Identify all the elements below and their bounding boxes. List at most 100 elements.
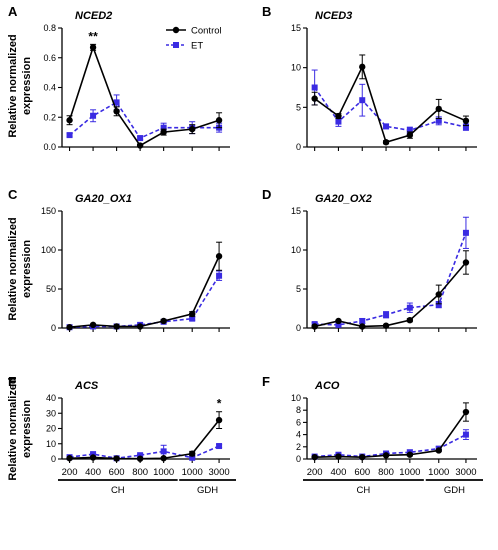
group-label-gdh: GDH — [197, 485, 218, 496]
series-line — [68, 44, 220, 147]
data-point — [383, 311, 390, 318]
y-tick-label: 10 — [291, 393, 301, 403]
legend-et-label: ET — [191, 41, 203, 52]
x-tick-label: 800 — [132, 467, 148, 478]
data-point — [462, 408, 470, 416]
y-tick-label: 6 — [296, 417, 301, 427]
data-point — [406, 127, 413, 134]
data-point — [160, 124, 167, 131]
panel-label: F — [262, 374, 270, 389]
y-tick-label: 20 — [46, 424, 56, 434]
panel-label: D — [262, 187, 271, 202]
y-tick-label: 0 — [51, 454, 56, 464]
data-point — [216, 443, 223, 450]
group-label-ch: CH — [111, 485, 125, 496]
y-tick-label: 40 — [46, 393, 56, 403]
gene-name: ACO — [314, 380, 340, 392]
data-point — [113, 108, 120, 115]
significance-mark: * — [217, 397, 222, 411]
panel-label: C — [8, 187, 18, 202]
y-axis-label-row2-line2: expression — [21, 240, 33, 298]
data-point — [335, 112, 342, 120]
y-tick-label: 8 — [296, 405, 301, 415]
data-point — [189, 315, 196, 322]
data-point — [382, 139, 390, 146]
data-point — [89, 44, 97, 51]
data-point — [435, 105, 442, 113]
group-label-gdh: GDH — [444, 485, 465, 496]
group-label-ch: CH — [357, 485, 371, 496]
series-et — [311, 69, 469, 135]
legend-control-label: Control — [191, 26, 222, 37]
y-tick-label: 4 — [296, 430, 301, 440]
y-tick-label: 0 — [296, 454, 301, 464]
data-point — [406, 304, 413, 311]
data-point — [113, 99, 120, 106]
data-point — [66, 324, 73, 331]
y-tick-label: 0.6 — [43, 53, 56, 63]
data-point — [216, 272, 223, 279]
data-point — [335, 321, 342, 328]
data-point — [462, 259, 470, 266]
data-point — [215, 416, 223, 424]
y-tick-label: 0.2 — [43, 112, 56, 122]
legend-control-marker — [172, 26, 180, 34]
data-point — [160, 455, 167, 462]
y-tick-label: 100 — [41, 245, 56, 255]
series-et — [66, 94, 223, 142]
y-tick-label: 5 — [296, 284, 301, 294]
data-point — [382, 452, 390, 459]
data-point — [311, 323, 318, 330]
x-tick-label: 1000 — [399, 467, 420, 478]
data-point — [160, 317, 167, 325]
y-tick-label: 0 — [296, 142, 301, 152]
series-line — [69, 275, 220, 329]
y-tick-label: 10 — [46, 439, 56, 449]
x-tick-label: 3000 — [209, 467, 230, 478]
y-tick-label: 15 — [291, 206, 301, 216]
data-point — [189, 450, 196, 457]
data-point — [160, 128, 167, 136]
series-line — [314, 411, 467, 458]
data-point — [462, 229, 469, 236]
data-point — [406, 451, 414, 458]
panel-label: E — [8, 374, 17, 389]
data-point — [435, 117, 442, 124]
data-point — [189, 454, 196, 461]
data-point — [435, 301, 442, 308]
y-tick-label: 150 — [41, 206, 56, 216]
data-point — [311, 95, 318, 102]
x-tick-label: 1000 — [153, 467, 174, 478]
series-line — [69, 101, 220, 140]
data-point — [215, 117, 223, 124]
panel-label: A — [8, 4, 18, 19]
data-point — [90, 451, 97, 458]
series-control — [311, 402, 470, 461]
y-tick-label: 0 — [296, 323, 301, 333]
x-tick-label: 200 — [62, 467, 78, 478]
data-point — [66, 117, 73, 124]
y-tick-label: 0.0 — [43, 142, 56, 152]
data-point — [435, 447, 442, 454]
x-tick-label: 600 — [109, 467, 125, 478]
data-point — [406, 317, 414, 324]
data-point — [359, 323, 366, 330]
x-tick-label: 400 — [331, 467, 347, 478]
x-tick-label: 1000 — [428, 467, 449, 478]
data-point — [136, 455, 144, 462]
data-point — [335, 317, 342, 325]
series-et — [311, 216, 469, 328]
data-point — [383, 123, 390, 130]
data-point — [359, 453, 366, 461]
data-point — [90, 112, 97, 119]
data-point — [335, 118, 342, 125]
data-point — [160, 448, 167, 455]
y-tick-label: 30 — [46, 408, 56, 418]
gene-name: ACS — [74, 380, 99, 392]
data-point — [435, 291, 442, 298]
data-point — [462, 124, 469, 131]
panel-A: 0.0 0.2 0.4 0.6 0.8 A NCED2 ** — [8, 4, 230, 152]
data-point — [462, 117, 470, 125]
data-point — [136, 142, 144, 149]
panel-F: 0 2 4 6 8 10 F ACO 200 400 600 800 1000 1000 3000 CH GDH — [262, 374, 483, 496]
